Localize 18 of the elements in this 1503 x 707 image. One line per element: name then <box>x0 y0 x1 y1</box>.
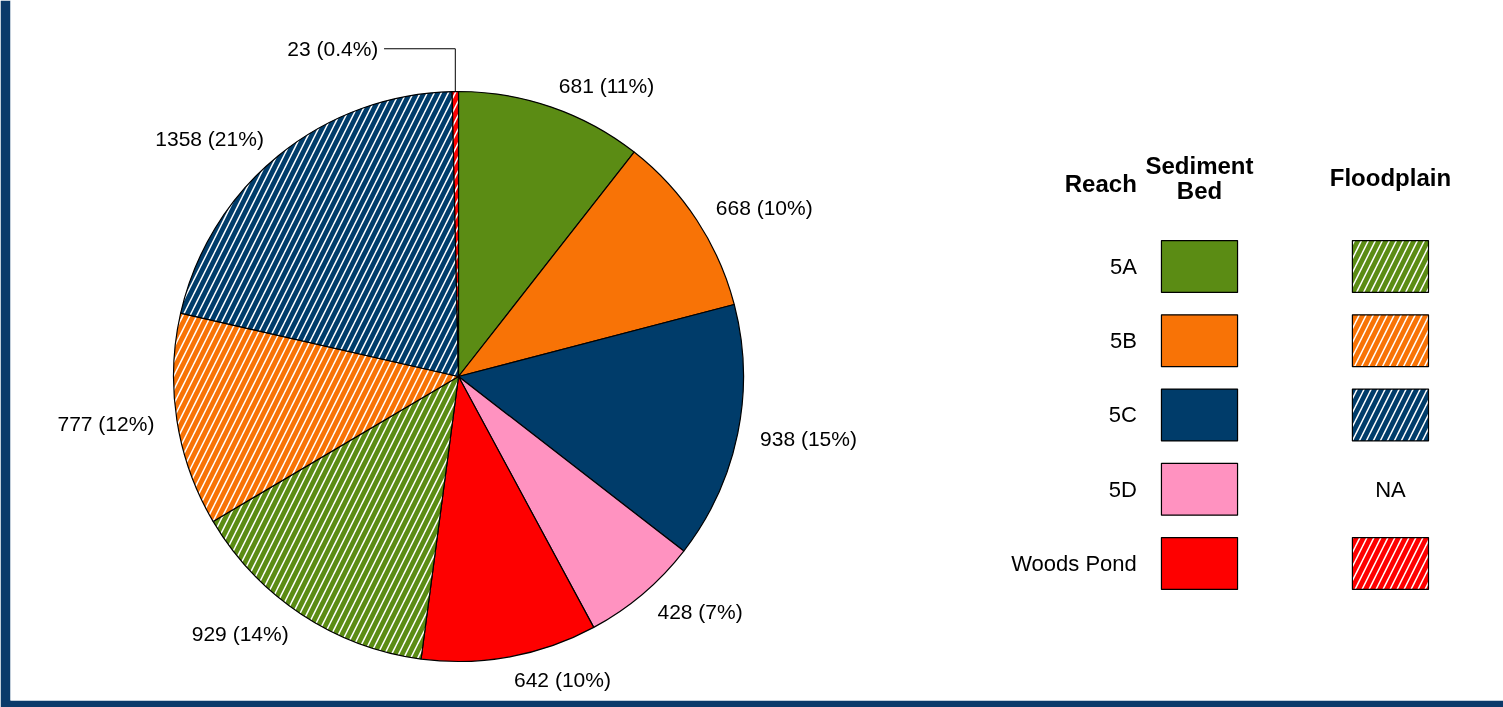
data-label: 777 (12%) <box>57 412 155 436</box>
data-label: 23 (0.4%) <box>287 37 379 61</box>
legend-label: 5A <box>1109 253 1138 279</box>
legend-label: 5C <box>1108 402 1137 428</box>
text: NA <box>1375 476 1407 502</box>
data-label: 428 (7%) <box>657 599 743 623</box>
legend-label: 5B <box>1109 328 1137 354</box>
data-label: 938 (15%) <box>760 426 857 450</box>
legend-label: 5D <box>1108 476 1137 502</box>
data-label: 1358 (21%) <box>155 126 264 150</box>
text: Sediment Bed <box>1145 151 1254 205</box>
text: Floodplain <box>1329 164 1452 192</box>
data-label: 929 (14%) <box>191 621 289 645</box>
data-label: 681 (11%) <box>558 74 655 98</box>
legend-label: Woods Pond <box>1011 550 1137 576</box>
data-label: 668 (10%) <box>715 196 813 220</box>
legend-title: Reach <box>1064 170 1137 198</box>
data-label: 642 (10%) <box>514 667 611 691</box>
